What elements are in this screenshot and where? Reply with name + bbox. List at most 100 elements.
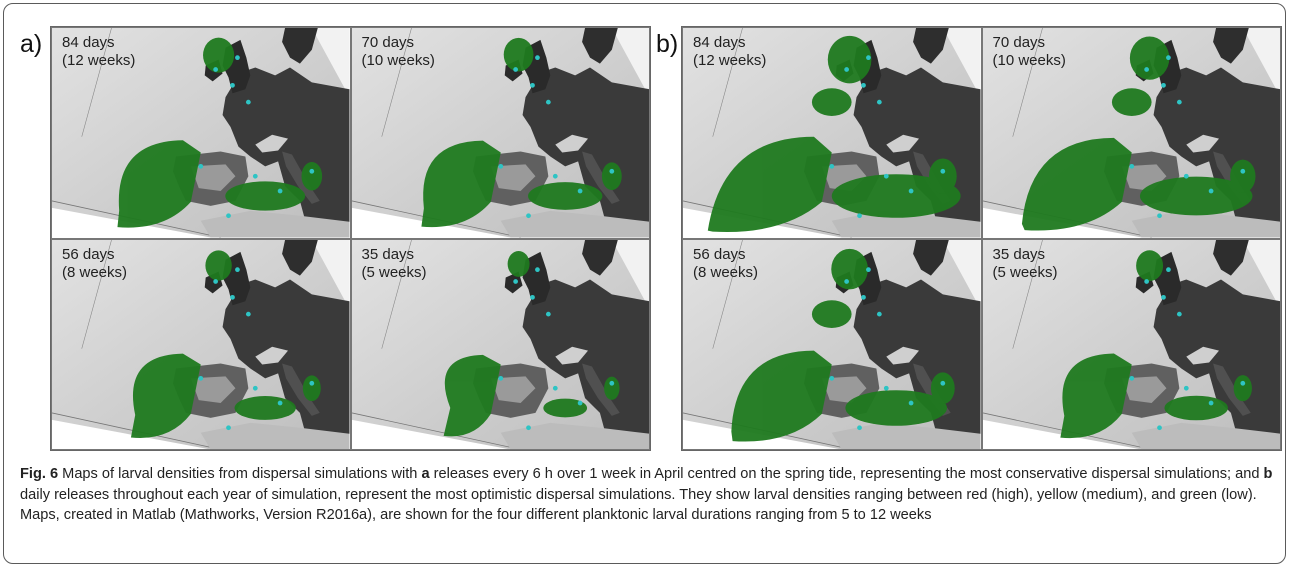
release-site bbox=[829, 375, 835, 381]
larvae-irish-sea bbox=[1135, 249, 1163, 281]
larval-density-map bbox=[351, 239, 649, 449]
larvae-atlantic bbox=[707, 136, 832, 232]
larvae-atlantic bbox=[1021, 137, 1132, 231]
larvae-adriatic bbox=[1233, 374, 1252, 401]
projection-edge bbox=[611, 28, 649, 98]
land-scandinavia bbox=[1212, 239, 1249, 276]
projection-edge bbox=[683, 419, 842, 449]
larvae-biscay bbox=[811, 299, 852, 328]
release-site bbox=[497, 375, 503, 381]
larval-cloud bbox=[117, 37, 323, 228]
projection-edge bbox=[942, 28, 981, 98]
land-europe bbox=[522, 67, 649, 238]
graticule-line bbox=[1011, 239, 1043, 349]
release-site bbox=[844, 67, 850, 72]
release-site bbox=[861, 82, 866, 88]
larval-cloud bbox=[707, 35, 961, 232]
larvae-irish-sea bbox=[1129, 36, 1169, 80]
release-site bbox=[844, 278, 850, 284]
projection-edge bbox=[351, 419, 511, 449]
larvae-adriatic bbox=[930, 371, 955, 404]
release-site bbox=[198, 375, 204, 381]
land-scandinavia bbox=[282, 239, 318, 276]
release-site bbox=[512, 67, 518, 72]
release-site bbox=[866, 55, 871, 61]
larvae-atlantic bbox=[1059, 352, 1132, 438]
release-site bbox=[1176, 311, 1182, 316]
iberia-plateau bbox=[190, 164, 236, 192]
larvae-atlantic bbox=[731, 350, 832, 442]
graticule-line bbox=[351, 412, 521, 449]
larvae-biscay bbox=[1111, 88, 1152, 116]
larvae-mediterranean bbox=[225, 181, 306, 211]
land-scandinavia bbox=[1212, 28, 1249, 64]
map-duration-label: 35 days (5 weeks) bbox=[992, 245, 1058, 281]
map-duration-label: 56 days (8 weeks) bbox=[62, 245, 128, 281]
figure-caption: Fig. 6 Maps of larval densities from dis… bbox=[20, 466, 1273, 523]
release-site bbox=[1156, 424, 1162, 430]
graticule-line bbox=[81, 239, 112, 349]
release-site bbox=[497, 163, 503, 169]
land-scandinavia bbox=[913, 239, 949, 276]
release-site bbox=[1143, 67, 1149, 72]
larval-cloud bbox=[731, 248, 955, 442]
alps bbox=[255, 134, 289, 153]
projection-edge bbox=[311, 28, 350, 98]
release-site bbox=[1165, 55, 1171, 61]
map-duration-label: 56 days (8 weeks) bbox=[693, 245, 759, 281]
larval-cloud bbox=[1021, 36, 1256, 231]
figure-number: Fig. 6 bbox=[20, 466, 59, 482]
larvae-atlantic bbox=[443, 354, 501, 436]
release-site bbox=[545, 99, 551, 105]
larval-density-map bbox=[683, 239, 981, 449]
graticule-line bbox=[712, 239, 743, 349]
iberia-plateau bbox=[490, 375, 535, 403]
release-site bbox=[1208, 188, 1213, 194]
larvae-adriatic bbox=[301, 162, 323, 191]
alps bbox=[1185, 134, 1219, 153]
land-italy bbox=[581, 151, 620, 204]
map-duration-label: 84 days (12 weeks) bbox=[62, 34, 136, 69]
iberia-plateau bbox=[1121, 375, 1166, 403]
alps bbox=[886, 134, 920, 153]
land-italy bbox=[581, 363, 620, 416]
release-site bbox=[213, 278, 219, 284]
release-site bbox=[309, 380, 315, 386]
larvae-mediterranean bbox=[831, 174, 961, 218]
release-site bbox=[534, 55, 540, 61]
release-site bbox=[226, 424, 231, 430]
panel-a-maps: 84 days (12 weeks) 70 days (10 weeks) 56 d… bbox=[50, 26, 651, 451]
release-site bbox=[198, 163, 204, 169]
release-site bbox=[1160, 82, 1166, 88]
map-b-84-days: 84 days (12 weeks) bbox=[682, 27, 982, 239]
larval-density-map bbox=[52, 239, 350, 449]
land-italy bbox=[282, 151, 320, 204]
land-italy bbox=[1212, 363, 1251, 416]
larvae-adriatic bbox=[302, 374, 321, 401]
release-site bbox=[1165, 266, 1171, 272]
larvae-adriatic bbox=[601, 162, 622, 191]
larval-cloud bbox=[420, 37, 622, 228]
larvae-adriatic bbox=[1229, 159, 1256, 193]
panel-b-maps: 84 days (12 weeks) 70 days (10 weeks) 56 d… bbox=[681, 26, 1282, 451]
release-site bbox=[552, 173, 558, 179]
release-site bbox=[226, 213, 231, 219]
projection-edge bbox=[351, 207, 511, 238]
larvae-biscay bbox=[811, 88, 852, 116]
panel-label-b: b) bbox=[656, 30, 679, 58]
map-a-70-days: 70 days (10 weeks) bbox=[350, 27, 650, 239]
release-site bbox=[1128, 375, 1134, 381]
release-site bbox=[866, 266, 871, 272]
larvae-adriatic bbox=[928, 158, 957, 195]
release-site bbox=[608, 168, 614, 174]
release-site bbox=[908, 188, 914, 194]
release-site bbox=[857, 424, 862, 430]
release-site bbox=[1128, 163, 1134, 169]
larvae-irish-sea bbox=[203, 37, 235, 73]
release-site bbox=[235, 266, 240, 272]
larvae-mediterranean bbox=[845, 389, 948, 426]
panel-label-a: a) bbox=[20, 30, 43, 58]
release-site bbox=[829, 163, 835, 169]
larval-cloud bbox=[443, 250, 620, 436]
release-site bbox=[857, 213, 862, 219]
